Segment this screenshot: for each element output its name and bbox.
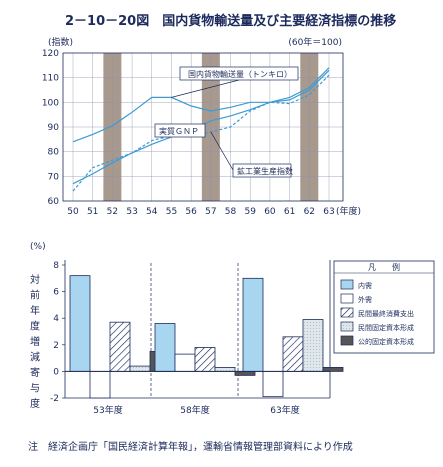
- x-tick-label: 63: [323, 207, 334, 217]
- figure-title: 2－10－20図 国内貨物輸送量及び主要経済指標の推移: [65, 14, 397, 29]
- line-chart: 60 70 80 90 100 110 120 50 51 52 53 54 55 56 57 58 59 60…: [42, 36, 361, 217]
- y-label-char: 度: [30, 320, 40, 333]
- x-tick-label: 57: [205, 207, 216, 217]
- legend-swatch: [340, 321, 354, 332]
- legend-title: 凡 例: [368, 262, 400, 272]
- y-label-char: 前: [30, 289, 40, 302]
- bar-chart-y-unit: (%): [30, 242, 46, 252]
- category-label: 53年度: [93, 404, 122, 416]
- legend-label: 民間固定資本形成: [358, 323, 414, 332]
- y-tick-label: 70: [48, 172, 60, 182]
- x-tick-label: 51: [87, 207, 98, 217]
- label-industrial-production-leader: [210, 131, 234, 171]
- category-label: 58年度: [180, 404, 209, 416]
- line-chart-x-label: (年度): [336, 205, 361, 217]
- legend-label: 内需: [358, 281, 372, 290]
- x-tick-label: 58: [225, 207, 237, 217]
- y-tick-label: 6: [53, 288, 59, 298]
- label-real-gnp-box: [154, 123, 206, 138]
- line-chart-frame: [62, 52, 344, 202]
- bar-1-3: [214, 367, 236, 372]
- legend-label: 外需: [358, 295, 372, 304]
- y-tick-label: 80: [48, 148, 60, 158]
- y-tick-label: 100: [42, 98, 59, 108]
- legend-swatch: [340, 293, 354, 304]
- legend-label: 民間最終消費支出: [358, 309, 414, 318]
- bar-2-3: [302, 319, 324, 372]
- y-tick-label: 0: [53, 367, 59, 377]
- bar-2-0: [242, 277, 264, 372]
- x-tick-label: 53: [126, 207, 137, 217]
- legend-swatch: [340, 307, 354, 318]
- y-label-char: 度: [30, 397, 40, 410]
- y-tick-label: 60: [48, 197, 60, 207]
- y-label-char: 増: [30, 335, 40, 348]
- y-label-char: 与: [30, 383, 40, 395]
- legend-swatch: [340, 335, 354, 346]
- label-freight-leader: [171, 79, 240, 98]
- bar-2-2: [282, 336, 304, 372]
- bar-0-0: [69, 275, 91, 372]
- y-label-char: 対: [30, 273, 40, 286]
- bar-0-2: [109, 321, 131, 372]
- bar-1-4: [234, 370, 256, 376]
- line-chart-x-ticks: 50 51 52 53 54 55 56 57 58 59 60 61 62 63: [67, 207, 334, 217]
- y-label-char: 減: [30, 351, 40, 364]
- x-tick-label: 55: [166, 207, 177, 217]
- legend-label: 公的固定資本形成: [358, 337, 414, 346]
- x-tick-label: 54: [146, 207, 158, 217]
- legend-swatch: [340, 279, 354, 290]
- series-line-freight: [72, 69, 330, 143]
- y-tick-label: 8: [53, 261, 59, 271]
- y-tick-label: 120: [42, 49, 59, 59]
- line-chart-y-ticks: 60 70 80 90 100 110 120: [42, 49, 59, 207]
- x-tick-label: 61: [284, 207, 295, 217]
- category-label: 63年度: [270, 404, 299, 416]
- bar-chart-y-ticks: -2 0 2 4 6 8: [50, 261, 65, 404]
- bar-1-1: [174, 353, 196, 372]
- label-real-gnp: 実質ＧＮＰ: [159, 126, 199, 136]
- y-label-char: 年: [30, 304, 40, 317]
- bar-1-0: [154, 323, 176, 372]
- x-tick-label: 52: [107, 207, 118, 217]
- line-chart-y-unit: (指数): [48, 36, 73, 48]
- line-chart-base-note: (60年＝100): [288, 36, 342, 48]
- bar-1-2: [194, 347, 216, 372]
- label-industrial-production-box: [232, 163, 292, 178]
- y-label-char: 寄: [30, 366, 40, 379]
- x-tick-label: 59: [245, 207, 257, 217]
- y-tick-label: -2: [50, 394, 59, 404]
- bar-2-4: [322, 367, 344, 372]
- source-note: 注 経済企画庁「国民経済計算年報」，運輸省情報管理部資料により作成: [28, 442, 353, 453]
- label-freight-box: [179, 66, 299, 81]
- label-freight: 国内貨物輸送量（トンキロ）: [188, 69, 292, 79]
- bar-chart-categories: 53年度 58年度 63年度: [93, 404, 299, 416]
- x-tick-label: 56: [185, 207, 197, 217]
- bar-0-1: [89, 370, 111, 399]
- y-tick-label: 90: [48, 123, 60, 133]
- bar-2-1: [262, 370, 284, 398]
- y-tick-label: 2: [53, 341, 59, 351]
- label-industrial-production: 鉱工業生産指数: [237, 166, 293, 176]
- y-tick-label: 4: [53, 314, 59, 324]
- y-tick-label: 110: [42, 74, 59, 84]
- bar-series: [69, 275, 344, 399]
- bar-0-3: [129, 365, 151, 372]
- x-tick-label: 50: [67, 207, 79, 217]
- bar-chart-y-label: 対前年度増減寄与度: [30, 273, 40, 410]
- line-series-labels: 国内貨物輸送量（トンキロ） 実質ＧＮＰ 鉱工業生産指数: [154, 66, 299, 178]
- x-tick-label: 60: [264, 207, 276, 217]
- x-tick-label: 62: [304, 207, 315, 217]
